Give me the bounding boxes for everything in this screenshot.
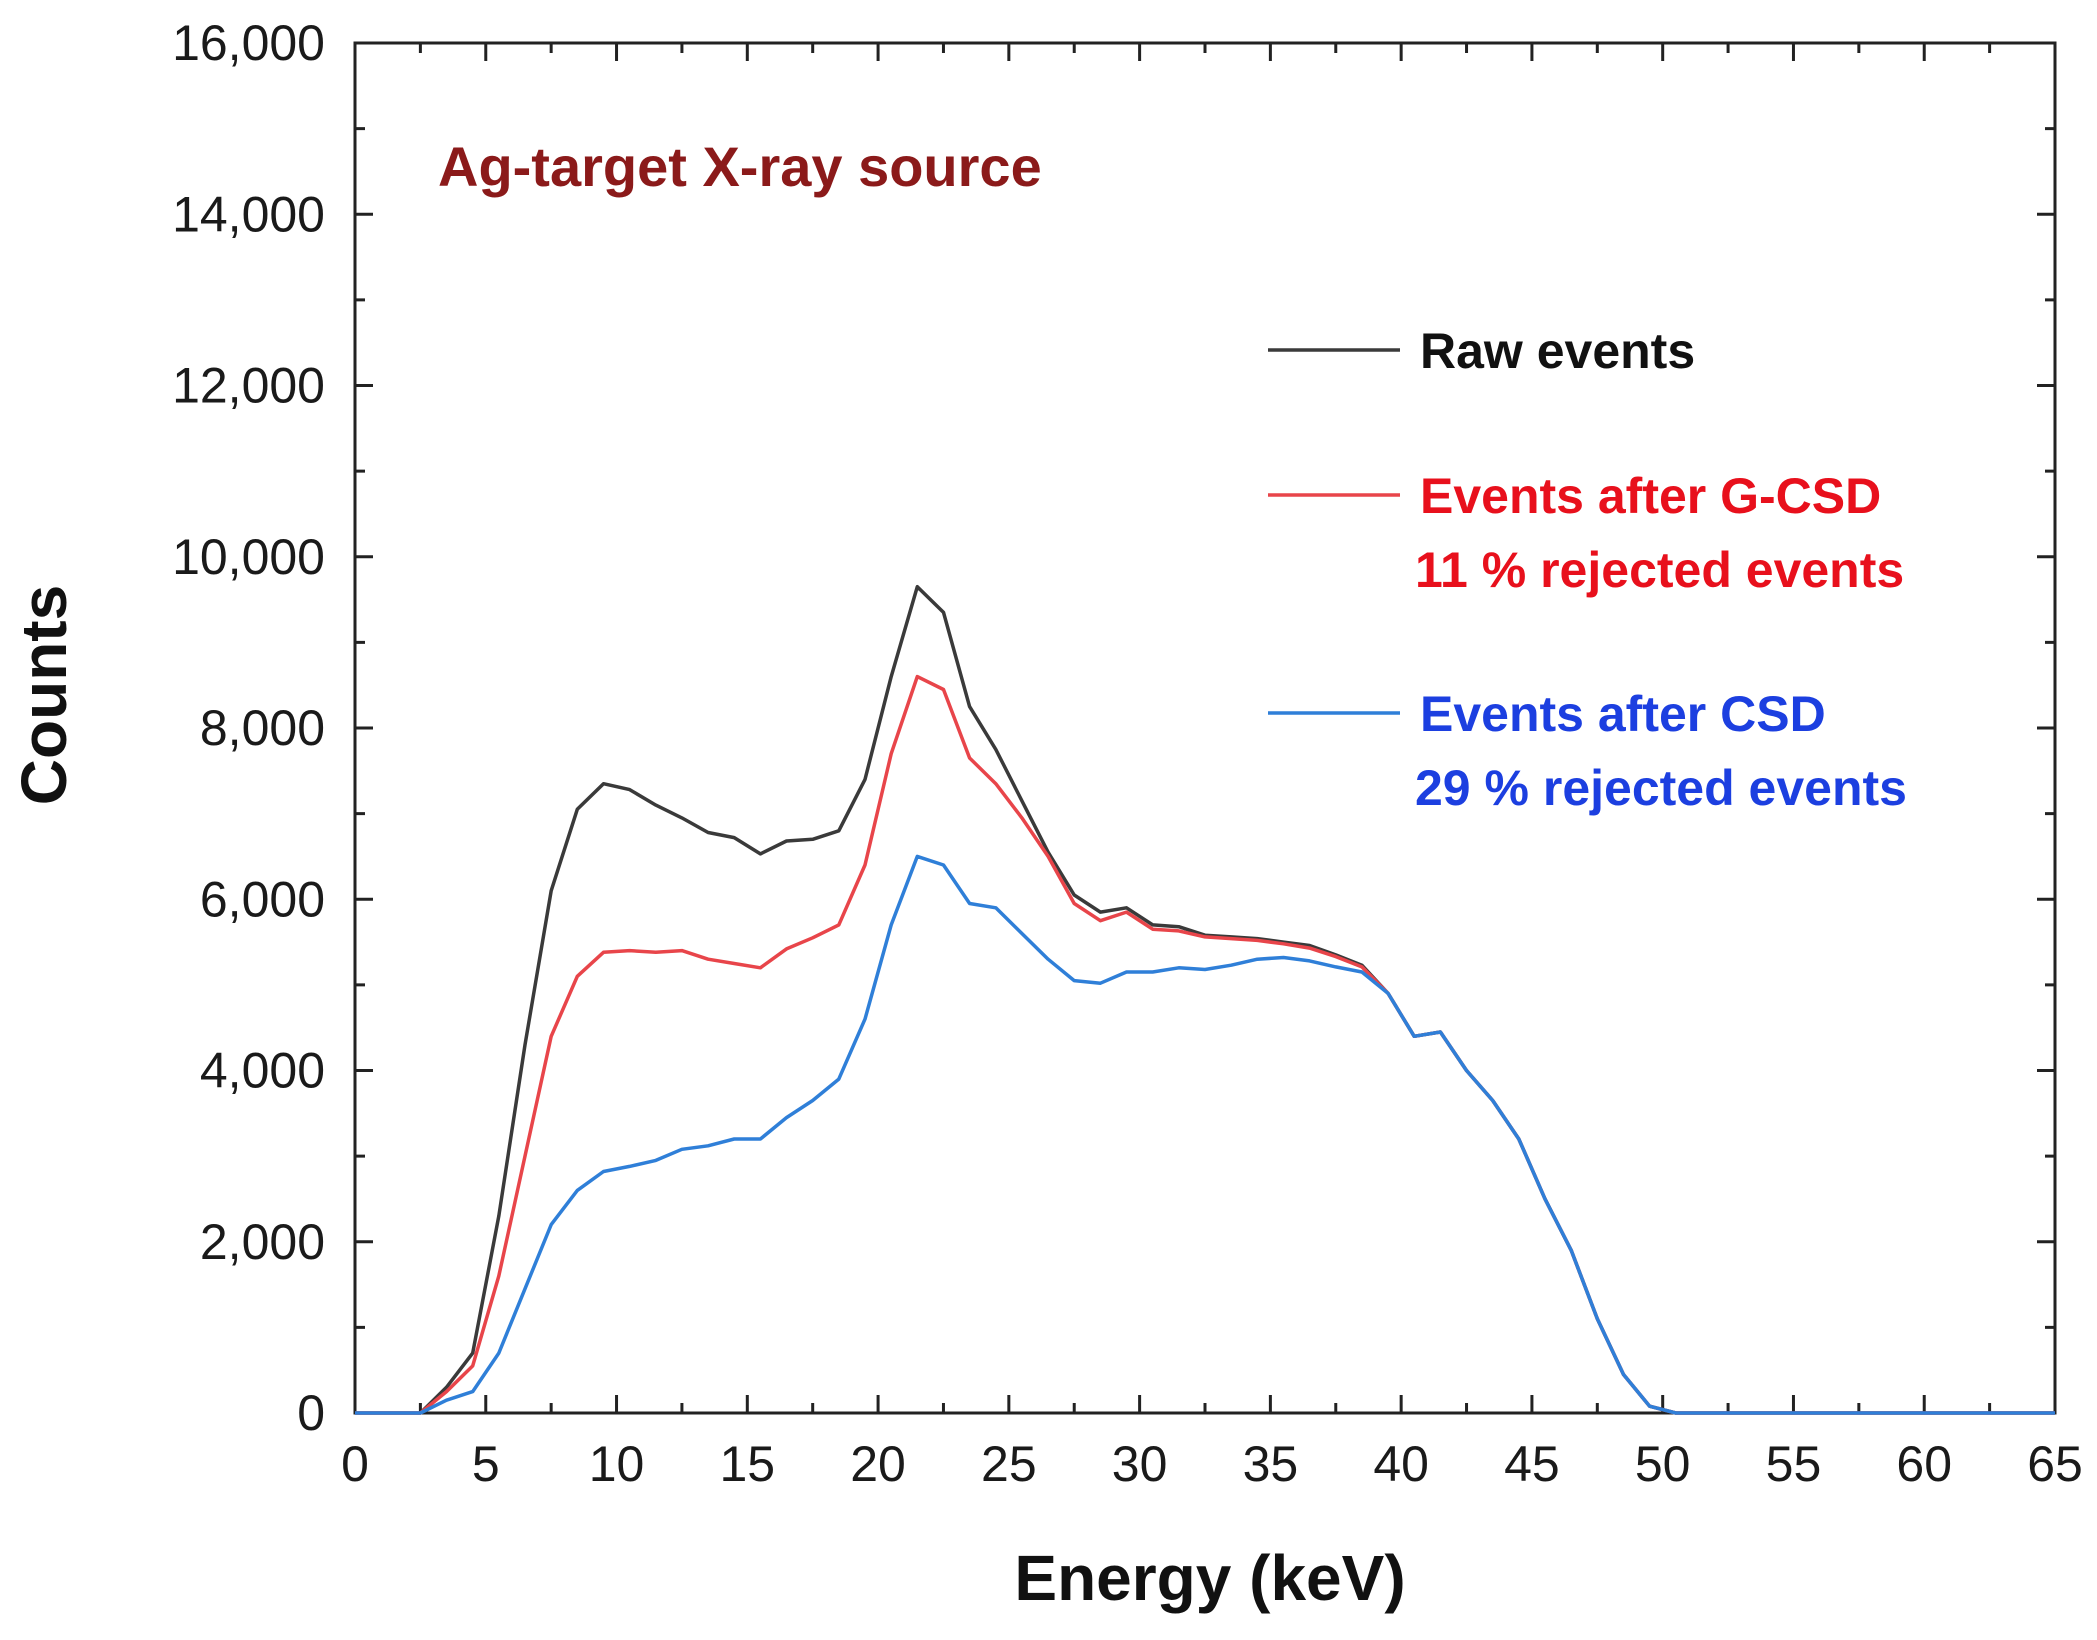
x-tick-label: 25: [981, 1436, 1037, 1492]
y-tick-label: 0: [297, 1385, 325, 1441]
y-axis-title: Counts: [8, 585, 80, 805]
y-tick-label: 10,000: [172, 529, 325, 585]
axes: 0 5 10 15 20 25 30 35 40 45 50 55 60 65 0 2,000 4,000 6,0…: [172, 15, 2083, 1492]
x-tick-label: 15: [719, 1436, 775, 1492]
legend-label: Events after G-CSD: [1420, 468, 1881, 524]
chart-annotation: Ag-target X-ray source: [438, 135, 1042, 198]
x-tick-label: 65: [2027, 1436, 2083, 1492]
x-tick-label: 40: [1373, 1436, 1429, 1492]
x-axis-title: Energy (keV): [1014, 1542, 1405, 1614]
x-tick-label: 45: [1504, 1436, 1560, 1492]
legend-sublabel: 11 % rejected events: [1415, 542, 1904, 598]
x-tick-label: 0: [341, 1436, 369, 1492]
x-tick-label: 35: [1243, 1436, 1299, 1492]
series-line-events-after-csd: [355, 854, 2055, 1415]
x-tick-label: 50: [1635, 1436, 1691, 1492]
x-tick-label: 55: [1766, 1436, 1822, 1492]
series-lines: [355, 584, 2055, 1415]
y-tick-label: 16,000: [172, 15, 325, 71]
legend-label: Raw events: [1420, 323, 1695, 379]
legend-label: Events after CSD: [1420, 686, 1826, 742]
x-tick-label: 5: [472, 1436, 500, 1492]
y-tick-label: 2,000: [200, 1214, 325, 1270]
x-tick-label: 60: [1896, 1436, 1952, 1492]
y-tick-label: 14,000: [172, 186, 325, 242]
y-tick-label: 6,000: [200, 871, 325, 927]
x-tick-label: 10: [589, 1436, 645, 1492]
legend: Raw events Events after G-CSD 11 % rejecte…: [1268, 323, 1907, 816]
y-tick-label: 8,000: [200, 700, 325, 756]
x-tick-label: 30: [1112, 1436, 1168, 1492]
y-tick-label: 4,000: [200, 1043, 325, 1099]
legend-sublabel: 29 % rejected events: [1415, 760, 1907, 816]
x-tick-label: 20: [850, 1436, 906, 1492]
y-tick-label: 12,000: [172, 358, 325, 414]
